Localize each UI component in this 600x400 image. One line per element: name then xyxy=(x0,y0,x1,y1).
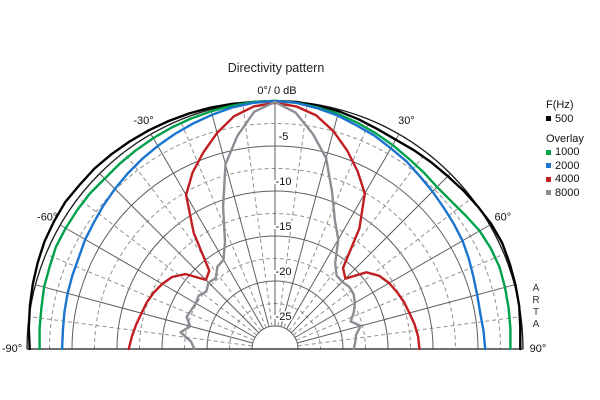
trace-4000hz xyxy=(127,101,421,351)
legend-swatch-8000 xyxy=(546,190,551,196)
grid-spoke-major xyxy=(59,224,256,338)
legend: F(Hz) 500 Overlay 1000 2000 4000 8000 xyxy=(546,98,584,200)
grid-spoke-minor xyxy=(283,119,371,328)
legend-label: 1000 xyxy=(555,146,580,159)
arta-letter: R xyxy=(532,295,540,306)
legend-swatch-4000 xyxy=(546,176,551,182)
trace-2000hz xyxy=(60,99,487,351)
chart-title: Directivity pattern xyxy=(227,61,325,75)
grid-spoke-minor xyxy=(123,151,262,332)
legend-header-overlay: Overlay xyxy=(546,132,584,145)
legend-swatch-500 xyxy=(546,116,551,122)
legend-label: 2000 xyxy=(555,159,580,172)
grid-spoke-major xyxy=(290,173,451,334)
grid-spoke-minor xyxy=(288,151,427,332)
grid-spoke-minor xyxy=(242,103,273,327)
arta-letter: A xyxy=(532,319,540,330)
on-axis-0db-label: 0°/ 0 dB xyxy=(257,85,297,97)
grid-spoke-major xyxy=(210,109,270,327)
grid-spoke-minor xyxy=(29,316,253,347)
grid-ring-major xyxy=(251,325,299,350)
legend-overlay-series: 1000 2000 4000 8000 xyxy=(546,146,584,200)
angle-label-30: 30° xyxy=(398,115,415,127)
legend-item-500: 500 xyxy=(546,112,584,126)
grid-spoke-minor xyxy=(77,197,258,336)
angle-label--30: -30° xyxy=(133,115,153,127)
legend-item-2000: 2000 xyxy=(546,159,584,173)
grid-spoke-major xyxy=(35,284,253,344)
arta-letter: T xyxy=(532,307,540,318)
legend-label: 4000 xyxy=(555,173,580,186)
grid-spoke-minor xyxy=(277,103,308,327)
legend-main-series: 500 xyxy=(546,112,584,126)
db-tick-label: -5 xyxy=(279,131,289,143)
angle-label-90: 90° xyxy=(530,343,547,355)
grid-spoke-major xyxy=(99,173,260,334)
db-tick-label: -10 xyxy=(276,176,292,188)
db-tick-label: -15 xyxy=(276,221,292,233)
legend-label: 8000 xyxy=(555,186,580,199)
grid-spoke-major xyxy=(150,133,264,330)
legend-item-1000: 1000 xyxy=(546,146,584,160)
angle-label-60: 60° xyxy=(494,211,511,223)
grid-spoke-minor xyxy=(297,316,521,347)
legend-item-8000: 8000 xyxy=(546,186,584,200)
db-tick-label: -20 xyxy=(276,266,292,278)
angle-label--90: -90° xyxy=(2,343,22,355)
grid-spoke-major xyxy=(280,109,340,327)
arta-letter: A xyxy=(532,283,540,294)
legend-item-4000: 4000 xyxy=(546,173,584,187)
grid-ring-minor xyxy=(49,123,501,350)
trace-8000hz xyxy=(179,100,362,351)
grid-spoke-minor xyxy=(292,197,473,336)
legend-swatch-1000 xyxy=(546,149,551,155)
grid-spoke-major xyxy=(286,133,400,330)
legend-label: 500 xyxy=(555,112,574,125)
legend-header-fhz: F(Hz) xyxy=(546,99,574,111)
angle-label--60: -60° xyxy=(37,211,57,223)
grid-spoke-major xyxy=(294,224,491,338)
db-tick-label: -25 xyxy=(276,311,292,323)
legend-swatch-2000 xyxy=(546,163,551,169)
